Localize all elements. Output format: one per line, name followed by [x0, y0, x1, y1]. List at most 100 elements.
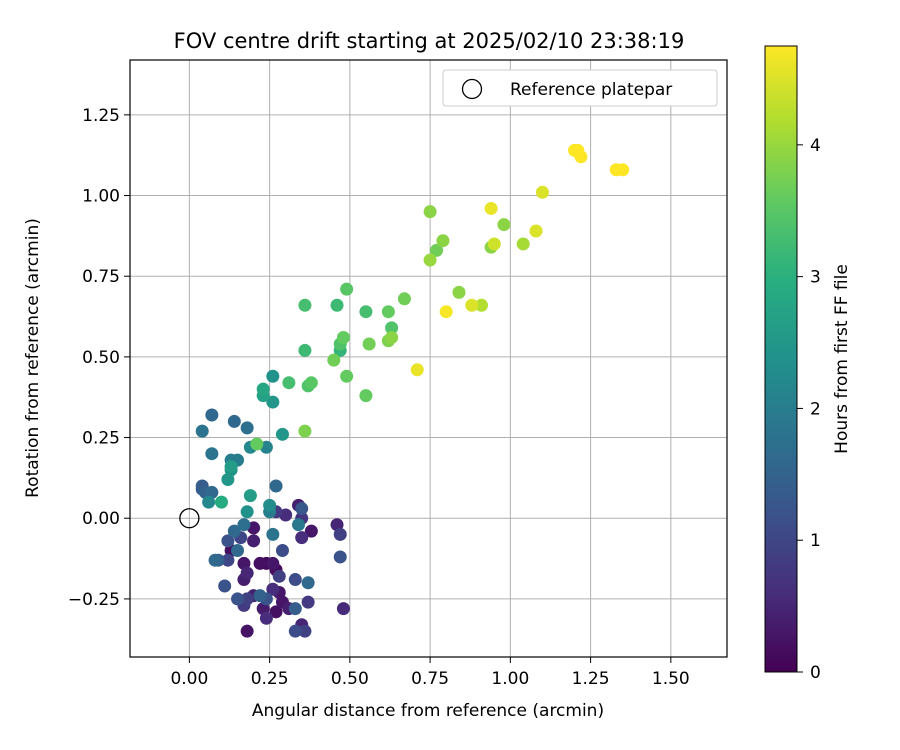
data-point — [256, 382, 270, 396]
x-tick-label: 1.50 — [652, 669, 690, 689]
data-point — [465, 298, 479, 312]
legend-label: Reference platepar — [510, 80, 672, 100]
data-point — [240, 505, 254, 519]
data-point — [288, 624, 302, 638]
data-point — [385, 321, 399, 335]
y-tick-label: 1.25 — [82, 106, 120, 126]
data-point — [195, 424, 209, 438]
data-point — [259, 611, 273, 625]
colorbar-tick-label: 1 — [810, 531, 821, 551]
data-point — [430, 243, 444, 257]
data-point — [269, 605, 283, 619]
data-point — [381, 305, 395, 319]
colorbar-tick-label: 3 — [810, 268, 821, 288]
data-point — [410, 363, 424, 377]
legend-reference-marker — [461, 78, 483, 100]
y-axis-ticks: −0.25 0.00 0.25 0.50 0.75 1.00 1.25 — [68, 106, 130, 610]
data-points — [195, 143, 630, 638]
data-point — [250, 437, 264, 451]
data-point — [221, 553, 235, 567]
x-axis-ticks: 0.00 0.25 0.50 0.75 1.00 1.25 1.50 — [170, 657, 690, 689]
data-point — [327, 353, 341, 367]
data-point — [240, 592, 254, 606]
data-point — [288, 573, 302, 587]
data-point — [359, 389, 373, 403]
data-point — [385, 331, 399, 345]
y-axis-label: Rotation from reference (arcmin) — [23, 218, 43, 498]
data-point — [237, 518, 251, 532]
data-point — [231, 592, 245, 606]
chart-title: FOV centre drift starting at 2025/02/10 … — [174, 29, 685, 53]
colorbar-tick-label: 2 — [810, 399, 821, 419]
data-point — [266, 395, 280, 409]
plot-area-frame — [129, 59, 728, 658]
data-point — [253, 589, 267, 603]
data-point — [224, 460, 238, 474]
data-point — [275, 544, 289, 558]
data-point — [218, 579, 232, 593]
data-point — [202, 495, 216, 509]
data-point — [266, 556, 280, 570]
data-point — [301, 595, 315, 609]
legend: Reference platepar — [442, 69, 718, 107]
colorbar: 0 1 2 3 4 Hours from first FF file — [764, 45, 852, 683]
data-point — [253, 556, 267, 570]
x-tick-label: 0.75 — [411, 669, 449, 689]
data-point — [301, 576, 315, 590]
data-point — [295, 531, 309, 545]
data-point — [298, 424, 312, 438]
colorbar-tick-label: 4 — [810, 136, 821, 156]
data-point — [282, 376, 296, 390]
data-point — [359, 305, 373, 319]
colorbar-ticks: 0 1 2 3 4 — [797, 136, 821, 683]
data-point — [497, 218, 511, 232]
colorbar-label: Hours from first FF file — [832, 264, 852, 454]
y-tick-label: 0.00 — [82, 509, 120, 529]
y-tick-label: −0.25 — [68, 590, 120, 610]
reference-marker-group — [179, 508, 200, 529]
data-point — [436, 234, 450, 248]
data-point — [227, 524, 241, 538]
data-point — [362, 337, 376, 351]
legend-box — [442, 69, 718, 107]
data-point — [516, 237, 530, 251]
data-point — [292, 518, 306, 532]
data-point — [439, 305, 453, 319]
x-tick-label: 0.50 — [331, 669, 369, 689]
grid-lines — [130, 60, 727, 657]
data-point — [340, 369, 354, 383]
y-tick-label: 0.75 — [82, 267, 120, 287]
data-point — [340, 282, 354, 296]
x-tick-label: 1.00 — [491, 669, 529, 689]
data-point — [295, 502, 309, 516]
data-point — [272, 569, 286, 583]
data-point — [333, 527, 347, 541]
y-tick-label: 0.50 — [82, 348, 120, 368]
data-point — [298, 343, 312, 357]
data-point — [298, 298, 312, 312]
data-point — [304, 376, 318, 390]
colorbar-tick-label: 0 — [810, 663, 821, 683]
data-point — [205, 408, 219, 422]
data-point — [330, 298, 344, 312]
data-point — [452, 285, 466, 299]
data-point — [240, 624, 254, 638]
data-point — [247, 534, 261, 548]
data-point — [269, 479, 283, 493]
data-point — [205, 447, 219, 461]
x-axis-label: Angular distance from reference (arcmin) — [252, 701, 604, 721]
x-tick-label: 0.25 — [251, 669, 289, 689]
data-point — [304, 524, 318, 538]
data-point — [397, 292, 411, 306]
data-point — [208, 553, 222, 567]
data-point — [535, 185, 549, 199]
data-point — [227, 414, 241, 428]
y-tick-label: 1.00 — [82, 187, 120, 207]
data-point — [221, 473, 235, 487]
data-point — [266, 582, 280, 596]
data-point — [336, 602, 350, 616]
data-point — [487, 237, 501, 251]
data-point — [266, 527, 280, 541]
data-point — [336, 331, 350, 345]
data-point — [298, 624, 312, 638]
